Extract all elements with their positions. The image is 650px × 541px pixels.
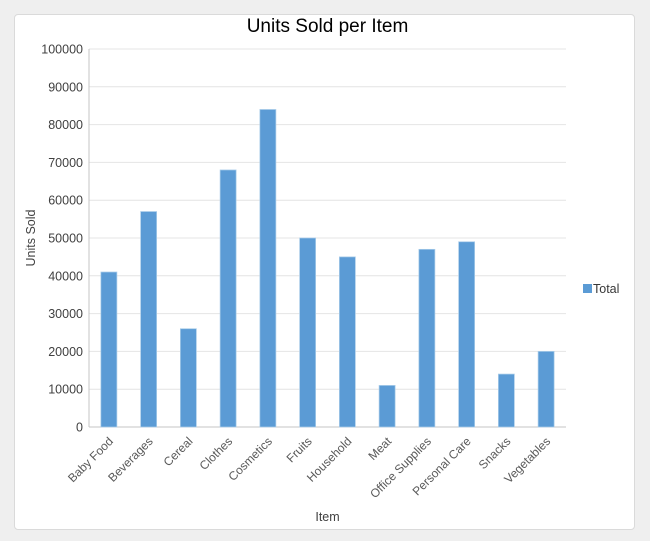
y-tick-label: 30000: [48, 307, 83, 321]
y-tick-label: 50000: [48, 232, 83, 246]
bar-baby-food: [100, 271, 118, 428]
bar-fruits: [299, 237, 316, 428]
bar-snacks: [498, 373, 515, 428]
chart-panel: Units Sold per Item Units Sold 0 10000 200…: [14, 14, 635, 530]
legend-label-total: Total: [593, 281, 620, 296]
bar-personal-care: [458, 241, 475, 428]
y-tick-label: 20000: [48, 345, 83, 359]
legend: Total: [583, 281, 619, 296]
category-label: Cereal: [161, 434, 196, 469]
category-label: Cosmetics: [225, 434, 275, 484]
bar-clothes: [219, 169, 237, 428]
y-axis-title: Units Sold: [24, 209, 38, 267]
legend-swatch-total: [583, 284, 592, 293]
bar-vegetables: [537, 351, 555, 428]
y-tick-label: 0: [76, 421, 83, 435]
y-tick-label: 60000: [48, 194, 83, 208]
bar-cosmetics: [259, 109, 277, 428]
y-tick-label: 40000: [48, 269, 83, 283]
category-label: Snacks: [476, 434, 514, 472]
chart-title: Units Sold per Item: [246, 16, 409, 37]
y-tick-label: 90000: [48, 80, 83, 94]
category-label: Clothes: [197, 434, 236, 473]
y-tick-label: 80000: [48, 118, 83, 132]
y-tick-label: 10000: [48, 383, 83, 397]
category-label: Meat: [365, 434, 394, 463]
bar-beverages: [140, 211, 157, 428]
x-axis-title: Item: [315, 510, 340, 524]
bar-chart-plot: 0 10000 20000 30000 40000 50000 60000 70000 8000…: [41, 43, 566, 501]
bar-meat: [378, 385, 396, 428]
y-tick-label: 70000: [48, 156, 83, 170]
bar-office-supplies: [418, 248, 436, 428]
bar-cereal: [180, 328, 197, 428]
bar-household: [339, 256, 356, 428]
y-tick-label: 100000: [41, 43, 83, 57]
category-label: Fruits: [284, 434, 315, 465]
